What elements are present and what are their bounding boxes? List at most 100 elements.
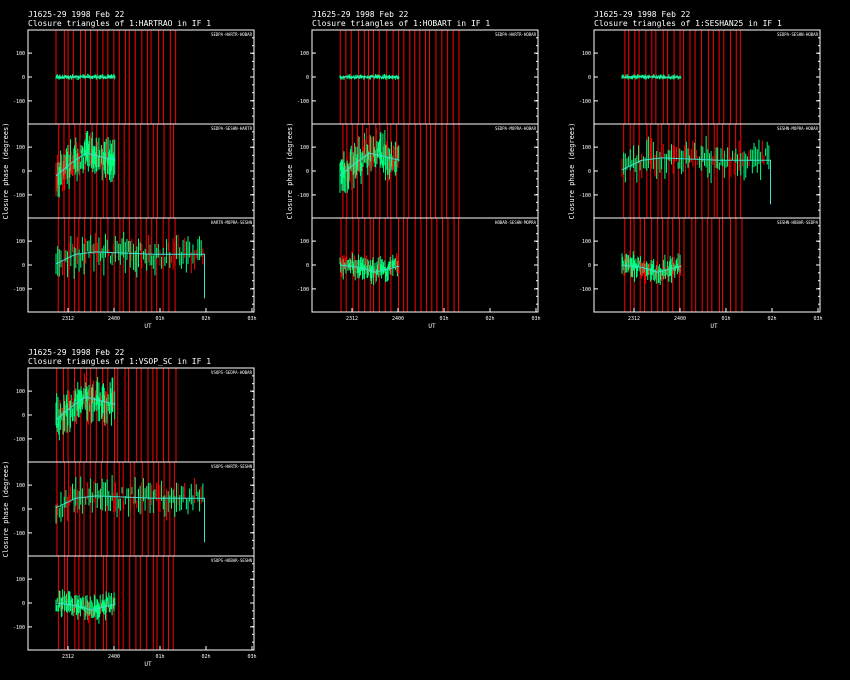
figure-title: J1625-29 1998 Feb 22 (312, 10, 409, 19)
panel-label: SESHN-HOBAR-SEDPA (777, 220, 819, 225)
x-axis-label: UT (144, 661, 152, 668)
panel-1: -100 0 100 SEDPA-HARTR-HOBAR (13, 29, 255, 125)
panel-data (55, 30, 177, 124)
panel-2: -100 0 100 SEDPA-MOPRA-HOBAR (297, 123, 539, 219)
y-axis-label: Closure phase (degrees) (286, 123, 294, 220)
figure-title: J1625-29 1998 Feb 22 (594, 10, 691, 19)
y-tick-label: -100 (13, 625, 25, 631)
panel-frame (27, 461, 255, 557)
figure-subtitle: Closure triangles of 1:VSOP_SC in IF 1 (28, 357, 211, 366)
x-tick-label: 2400 (674, 316, 686, 322)
panel-label: HARTR-MOPRA-SESHN (211, 220, 253, 225)
x-tick-label: 2312 (62, 316, 74, 322)
panel-label: SEDPA-MOPRA-HOBAR (495, 126, 537, 131)
y-tick-label: -100 (13, 437, 25, 443)
x-tick-label: 02h (767, 316, 776, 322)
x-tick-label: 2312 (346, 316, 358, 322)
y-tick-label: 100 (582, 239, 591, 245)
y-tick-label: 100 (16, 239, 25, 245)
x-tick-label: 03h (531, 316, 540, 322)
figure-subtitle: Closure triangles of 1:SESHAN25 in IF 1 (594, 19, 782, 28)
model-line (55, 495, 205, 543)
figure-title: J1625-29 1998 Feb 22 (28, 348, 125, 357)
x-tick-label: 2400 (108, 654, 120, 660)
panel-2: -100 0 100 SESHN-MOPRA-HOBAR (579, 123, 821, 219)
y-tick-label: 100 (16, 145, 25, 151)
y-tick-label: -100 (297, 287, 309, 293)
panel-1: -100 0 100 VSOPS-SEDPA-HOBAR (13, 367, 255, 463)
panel-label: VSOPS-HARTR-SESHN (211, 464, 253, 469)
y-tick-label: 0 (22, 169, 25, 175)
y-axis-label: Closure phase (degrees) (2, 123, 10, 220)
panel-data (621, 124, 771, 218)
y-tick-label: -100 (579, 99, 591, 105)
figure-subtitle: Closure triangles of 1:HOBART in IF 1 (312, 19, 490, 28)
y-tick-label: 100 (16, 577, 25, 583)
model-line (55, 396, 116, 421)
model-line (339, 264, 400, 273)
panel-label: SEDPA-HARTR-HOBAR (211, 32, 253, 37)
y-tick-label: 100 (582, 51, 591, 57)
y-tick-label: 100 (582, 145, 591, 151)
panel-1: -100 0 100 SEDPA-HARTR-HOBAR (297, 29, 539, 125)
y-tick-label: 0 (22, 263, 25, 269)
panel-1: -100 0 100 SEDPA-SESHN-HOBAR (579, 29, 821, 125)
y-tick-label: -100 (13, 193, 25, 199)
panel-2: -100 0 100 VSOPS-HARTR-SESHN (13, 461, 255, 557)
y-tick-label: -100 (579, 193, 591, 199)
y-tick-label: 100 (300, 145, 309, 151)
y-tick-label: -100 (579, 287, 591, 293)
x-tick-label: 01h (155, 654, 164, 660)
y-tick-label: -100 (297, 99, 309, 105)
model-line (339, 152, 400, 177)
panel-3: -100 0 100 HARTR-MOPRA-SESHN (13, 217, 255, 313)
x-tick-label: 2400 (108, 316, 120, 322)
y-tick-label: 0 (22, 413, 25, 419)
y-tick-label: -100 (13, 531, 25, 537)
y-tick-label: -100 (297, 193, 309, 199)
panel-3: -100 0 100 SESHN-HOBAR-SEDPA (579, 217, 821, 313)
model-line (621, 157, 771, 205)
y-tick-label: -100 (13, 287, 25, 293)
y-axis-label: Closure phase (degrees) (568, 123, 576, 220)
y-tick-label: -100 (13, 99, 25, 105)
y-tick-label: 0 (588, 75, 591, 81)
x-tick-label: 03h (813, 316, 822, 322)
figure-subtitle: Closure triangles of 1:HARTRAO in IF 1 (28, 19, 211, 28)
y-tick-label: 0 (22, 507, 25, 513)
figure-title: J1625-29 1998 Feb 22 (28, 10, 125, 19)
x-axis-label: UT (144, 323, 152, 330)
x-tick-label: 01h (721, 316, 730, 322)
panel-label: VSOPS-HOBAR-SESHN (211, 558, 253, 563)
panel-data (339, 124, 460, 218)
y-tick-label: 0 (22, 75, 25, 81)
y-tick-label: 0 (588, 263, 591, 269)
panel-3: -100 0 100 VSOPS-HOBAR-SESHN (13, 555, 255, 651)
y-tick-label: 100 (16, 483, 25, 489)
y-tick-label: 0 (588, 169, 591, 175)
panel-label: VSOPS-SEDPA-HOBAR (211, 370, 253, 375)
panel-data (339, 30, 460, 124)
x-tick-label: 03h (247, 316, 256, 322)
y-tick-label: 0 (22, 601, 25, 607)
x-tick-label: 01h (439, 316, 448, 322)
y-tick-label: 100 (300, 51, 309, 57)
panel-data (55, 556, 174, 650)
panel-label: SEDPA-SESHN-HOBAR (777, 32, 819, 37)
panel-label: HOBAR-SESHN-MOPRA (495, 220, 537, 225)
panel-label: SESHN-MOPRA-HOBAR (777, 126, 819, 131)
x-tick-label: 02h (201, 654, 210, 660)
x-tick-label: 02h (201, 316, 210, 322)
y-tick-label: 0 (306, 263, 309, 269)
x-tick-label: 02h (485, 316, 494, 322)
x-tick-label: 01h (155, 316, 164, 322)
y-tick-label: 0 (306, 169, 309, 175)
panel-frame (593, 123, 821, 219)
panel-data (55, 368, 177, 462)
model-line (55, 152, 116, 177)
